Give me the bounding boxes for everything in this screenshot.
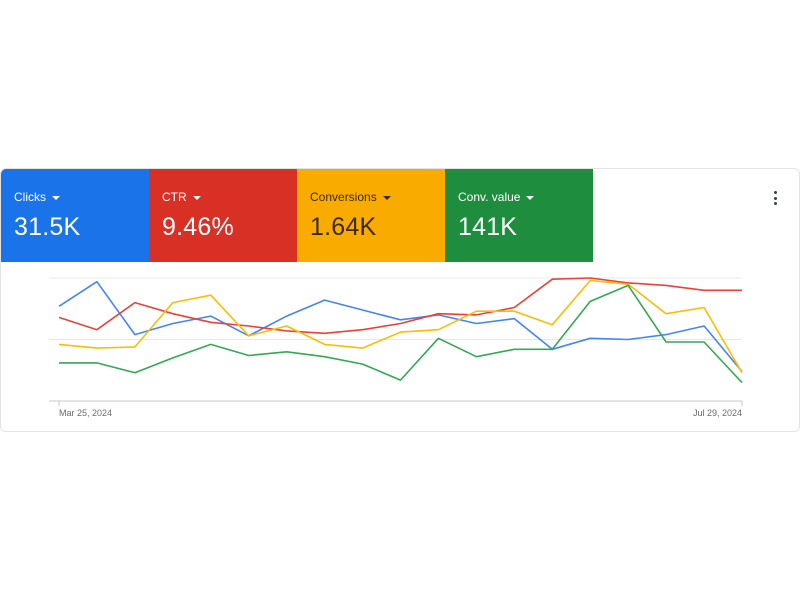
series-line-2 <box>58 279 743 374</box>
metric-value: 1.64K <box>310 213 377 241</box>
series-line-1 <box>58 277 742 335</box>
metric-label: Conv. value <box>458 190 535 204</box>
metric-tile-ctr[interactable]: CTR 9.46% <box>149 169 297 262</box>
metric-value: 9.46% <box>162 213 234 241</box>
metric-label-text: Conv. value <box>458 190 521 204</box>
more-vert-icon[interactable] <box>765 187 785 209</box>
metric-label-text: Conversions <box>310 190 377 204</box>
metric-tile-clicks[interactable]: Clicks 31.5K <box>1 169 149 262</box>
chart-series <box>58 277 743 384</box>
metric-label-text: CTR <box>162 190 187 204</box>
caret-down-icon <box>52 195 60 200</box>
performance-card: Clicks 31.5K CTR 9.46% Conversions 1.64K… <box>0 168 800 432</box>
x-axis-end-label: Jul 29, 2024 <box>693 408 742 418</box>
caret-down-icon <box>526 195 535 200</box>
caret-down-icon <box>192 195 201 200</box>
performance-line-chart: Mar 25, 2024 Jul 29, 2024 <box>49 277 743 418</box>
metric-tile-conv-value[interactable]: Conv. value 141K <box>445 169 593 262</box>
series-line-0 <box>58 280 743 373</box>
metric-label: Conversions <box>310 190 391 204</box>
chart-grid <box>49 277 743 406</box>
x-axis-start-label: Mar 25, 2024 <box>59 408 112 418</box>
metric-label: CTR <box>162 190 201 204</box>
metric-value: 31.5K <box>14 213 81 241</box>
metric-label: Clicks <box>14 190 60 204</box>
series-line-3 <box>59 284 743 384</box>
metric-tiles: Clicks 31.5K CTR 9.46% Conversions 1.64K… <box>1 169 593 262</box>
metric-tile-conversions[interactable]: Conversions 1.64K <box>297 169 445 262</box>
caret-down-icon <box>382 195 391 200</box>
metric-label-text: Clicks <box>14 190 46 204</box>
metric-value: 141K <box>458 213 518 241</box>
